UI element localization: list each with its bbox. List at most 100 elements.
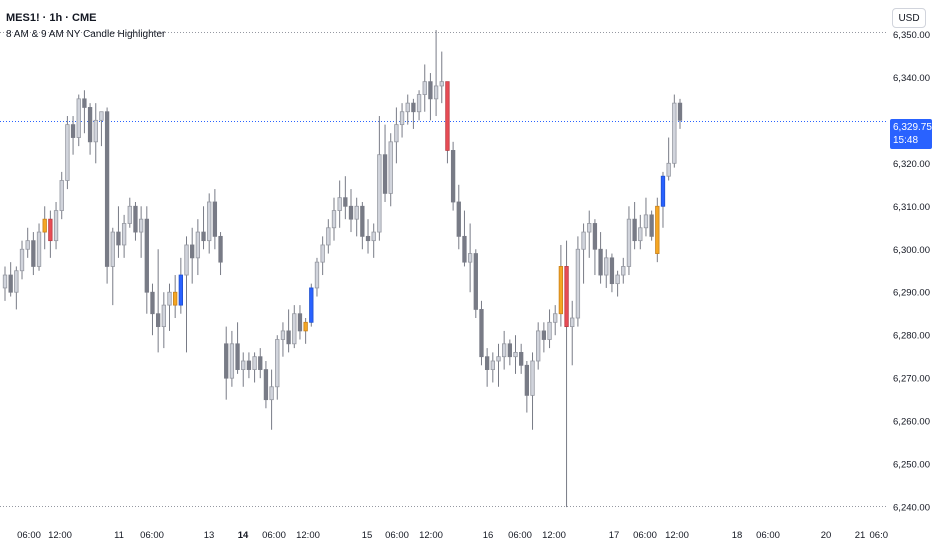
candle-body <box>65 124 70 181</box>
candle-body <box>428 81 433 100</box>
indicator-title[interactable]: 8 AM & 9 AM NY Candle Highlighter <box>6 29 166 40</box>
candle <box>502 330 507 370</box>
candle-body <box>473 253 478 310</box>
candle <box>144 206 149 314</box>
candle <box>224 326 229 400</box>
candle <box>615 270 620 297</box>
currency-button[interactable]: USD <box>892 8 926 28</box>
candle <box>65 116 70 190</box>
candle <box>547 309 552 349</box>
candle-body <box>127 205 132 224</box>
candle <box>388 133 393 207</box>
candle-body <box>377 154 382 233</box>
candle <box>218 232 223 276</box>
candle-body <box>666 162 671 177</box>
candle <box>411 98 416 129</box>
candle <box>649 210 654 241</box>
candle <box>484 348 490 387</box>
candle <box>416 90 422 121</box>
candle <box>536 322 541 370</box>
candle <box>184 236 189 353</box>
candle-body <box>331 210 337 229</box>
candle-body <box>144 218 149 293</box>
candle-body <box>150 291 155 315</box>
candle-body <box>337 197 342 211</box>
candle <box>581 223 586 284</box>
time-tick-label: 06:00 <box>633 530 657 541</box>
candle-body <box>235 343 240 370</box>
candle-body <box>110 231 115 267</box>
candle <box>479 300 484 366</box>
candle-body <box>161 304 166 328</box>
candle <box>207 193 212 254</box>
candle-body <box>25 240 30 250</box>
time-tick-label: 21 <box>855 530 866 541</box>
candle <box>587 210 592 258</box>
candle <box>269 369 274 430</box>
candle-body <box>178 274 183 306</box>
time-tick-label: 12:00 <box>48 530 72 541</box>
price-axis[interactable]: 6,350.00 6,340.00 6,320.00 6,310.00 6,300.00… <box>888 0 932 520</box>
candle <box>394 107 399 164</box>
candle <box>275 335 280 400</box>
candle-body <box>173 291 178 306</box>
candle <box>643 197 649 237</box>
price-tick-label: 6,280.00 <box>893 331 930 342</box>
candle-body <box>190 244 195 259</box>
candle <box>467 223 473 293</box>
candle <box>598 232 603 284</box>
candle <box>632 201 637 250</box>
candle <box>241 352 246 387</box>
candle <box>42 206 47 250</box>
candle <box>564 240 569 508</box>
candle <box>320 236 325 276</box>
candle <box>655 197 660 263</box>
candle-body <box>82 98 87 108</box>
candle-body <box>53 210 59 242</box>
time-axis[interactable]: 06:00 12:00 11 06:00 13 14 06:00 12:00 15 06:00 12… <box>0 520 888 550</box>
symbol-title[interactable]: MES1! · 1h · CME <box>6 12 97 24</box>
time-tick-label: 06:00 <box>140 530 164 541</box>
candle-body <box>229 343 235 379</box>
candle-body <box>275 339 280 388</box>
candle-body <box>348 205 354 220</box>
candle <box>150 283 155 336</box>
candle-body <box>621 266 626 276</box>
price-tick-label: 6,340.00 <box>893 73 930 84</box>
candle <box>76 94 81 147</box>
candle <box>490 352 495 383</box>
candle-body <box>280 330 286 340</box>
candle <box>258 348 263 379</box>
candle <box>314 257 320 297</box>
time-tick-label: 18 <box>732 530 743 541</box>
candle-body <box>587 223 592 233</box>
candle <box>428 73 433 121</box>
candle <box>496 343 501 387</box>
candle <box>354 197 359 237</box>
candlestick-chart[interactable] <box>0 0 888 520</box>
candle-body <box>524 364 530 396</box>
time-tick-label: 17 <box>609 530 620 541</box>
candle <box>575 236 581 327</box>
candle <box>433 30 439 117</box>
candle <box>462 210 467 267</box>
candle-body <box>422 81 427 95</box>
time-tick-label: 11 <box>114 530 124 541</box>
candle-body <box>530 360 535 396</box>
candle-body <box>445 81 450 151</box>
candle-body <box>286 330 291 345</box>
candle <box>621 257 626 284</box>
candle <box>382 124 388 202</box>
candle-body <box>479 309 484 358</box>
candle-body <box>564 266 569 328</box>
last-price-value: 6,329.75 <box>893 122 932 133</box>
candle <box>677 98 683 129</box>
candle <box>127 197 132 228</box>
candle <box>161 292 166 349</box>
time-tick-label: 12:00 <box>296 530 320 541</box>
candle <box>326 219 331 254</box>
candle <box>19 240 25 280</box>
candle <box>666 137 671 181</box>
candle <box>229 330 235 387</box>
candle <box>570 300 575 366</box>
